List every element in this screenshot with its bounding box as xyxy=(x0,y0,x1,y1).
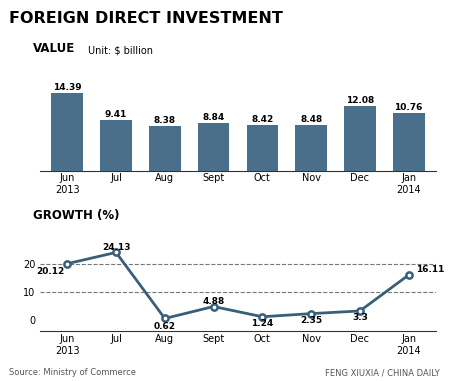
Text: 8.42: 8.42 xyxy=(251,115,273,124)
Text: 12.08: 12.08 xyxy=(346,96,374,105)
Text: FOREIGN DIRECT INVESTMENT: FOREIGN DIRECT INVESTMENT xyxy=(9,11,283,26)
Bar xyxy=(344,106,376,171)
Text: Source: Ministry of Commerce: Source: Ministry of Commerce xyxy=(9,368,136,377)
Text: 1.24: 1.24 xyxy=(251,319,273,328)
Text: GROWTH (%): GROWTH (%) xyxy=(32,209,119,222)
Bar xyxy=(295,125,327,171)
Text: 14.39: 14.39 xyxy=(53,83,82,92)
Text: FENG XIUXIA / CHINA DAILY: FENG XIUXIA / CHINA DAILY xyxy=(325,368,440,377)
Text: 8.84: 8.84 xyxy=(202,113,224,122)
Bar xyxy=(100,120,132,171)
Text: 16.11: 16.11 xyxy=(416,266,445,274)
Bar xyxy=(149,126,180,171)
Text: 4.88: 4.88 xyxy=(202,297,224,306)
Text: Unit: $ billion: Unit: $ billion xyxy=(88,45,153,55)
Text: 20.12: 20.12 xyxy=(36,267,65,276)
Bar xyxy=(247,125,278,171)
Bar xyxy=(198,123,229,171)
Text: 9.41: 9.41 xyxy=(105,110,127,119)
Text: 0.62: 0.62 xyxy=(154,322,176,331)
Text: 10.76: 10.76 xyxy=(395,103,423,112)
Bar xyxy=(51,93,83,171)
Bar xyxy=(393,113,425,171)
Text: VALUE: VALUE xyxy=(32,42,75,55)
Text: 8.38: 8.38 xyxy=(154,115,176,125)
Text: 24.13: 24.13 xyxy=(102,243,130,252)
Text: 3.3: 3.3 xyxy=(352,314,368,322)
Text: 2.35: 2.35 xyxy=(300,316,322,325)
Text: 8.48: 8.48 xyxy=(300,115,322,124)
